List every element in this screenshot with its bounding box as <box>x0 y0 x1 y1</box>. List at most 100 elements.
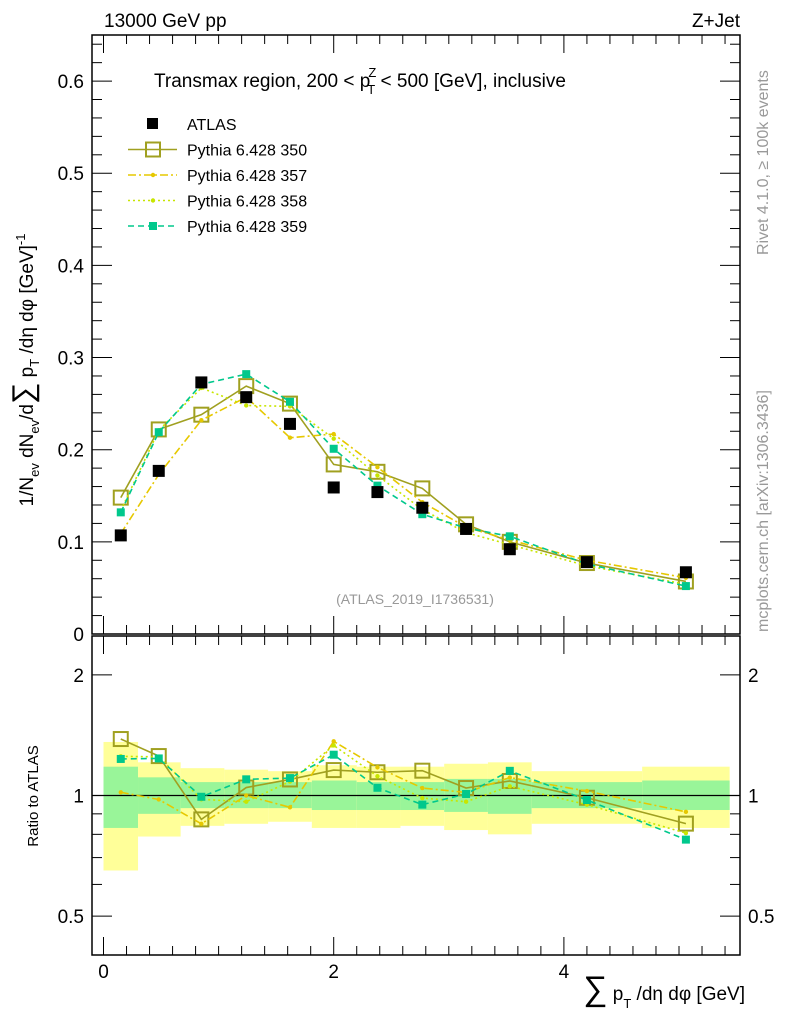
square-marker <box>462 789 471 798</box>
ratio-tick-label-right: 1 <box>748 787 759 808</box>
dot-marker <box>375 465 380 470</box>
open-square-marker <box>112 489 129 506</box>
data-point <box>240 391 253 404</box>
ratio-bands <box>103 741 730 871</box>
dot-marker <box>331 436 336 441</box>
square-marker <box>681 582 690 591</box>
data-point <box>679 566 692 579</box>
dot-marker <box>287 435 293 440</box>
dot-marker <box>375 473 380 478</box>
dot-marker <box>244 799 249 804</box>
open-square-marker <box>281 395 298 412</box>
header-right: Z+Jet <box>692 11 741 32</box>
ratio-tick-label-right: 0.5 <box>748 907 774 928</box>
open-square-marker <box>677 815 694 832</box>
square-marker <box>285 774 294 783</box>
ratio-tick-label-right: 2 <box>748 666 759 687</box>
y-tick-label: 0 <box>73 625 84 646</box>
data-point <box>195 376 208 389</box>
data-point <box>503 543 516 556</box>
dot-marker <box>244 403 249 408</box>
square-marker <box>149 222 157 230</box>
dot-marker <box>375 765 380 770</box>
dot-marker <box>150 198 156 203</box>
legend-label: Pythia 6.428 359 <box>187 219 307 236</box>
square-marker <box>329 750 338 759</box>
y-tick-label: 0.5 <box>58 164 84 185</box>
open-square-marker <box>325 762 342 779</box>
x-tick-label: 0 <box>98 962 109 983</box>
data-point <box>283 417 296 430</box>
dot-marker <box>156 797 161 802</box>
legend-label: ATLAS <box>187 117 237 134</box>
square-marker <box>505 532 514 541</box>
x-tick-label: 4 <box>559 962 570 983</box>
legend-marker <box>147 118 158 129</box>
dot-marker <box>118 790 123 795</box>
open-square-marker <box>578 555 595 572</box>
data-point <box>371 486 384 499</box>
dot-marker <box>420 785 425 791</box>
square-marker <box>681 835 690 844</box>
mcplots-label: mcplots.cern.ch [arXiv:1306.3436] <box>755 390 772 632</box>
square-marker <box>418 800 427 809</box>
square-marker <box>329 444 338 453</box>
axes: 0 0.1 0.2 0.3 0.4 0.5 0.6 0.5 0.5 1 1 2 2 0 2 4 <box>58 34 774 983</box>
dot-marker <box>287 805 293 810</box>
square-marker <box>582 796 591 805</box>
dot-marker <box>507 784 513 789</box>
dot-marker <box>584 788 590 794</box>
dot-marker <box>375 774 380 779</box>
open-square-marker <box>414 762 431 779</box>
dot-marker <box>331 743 336 748</box>
data-point <box>416 501 429 514</box>
dot-marker <box>199 418 204 423</box>
data-point <box>460 522 473 535</box>
dot-marker <box>507 775 513 780</box>
y-tick-label: 0.4 <box>58 256 85 277</box>
dot-marker <box>683 830 689 836</box>
y-tick-label: 0.2 <box>58 441 84 462</box>
square-marker <box>373 783 382 792</box>
dot-marker <box>683 809 689 815</box>
y-axis-label: 1/Nev dNev/d∑ pT /dη dφ [GeV]-1 <box>7 234 42 507</box>
open-square-marker <box>414 480 431 497</box>
dot-marker <box>244 793 249 798</box>
square-marker <box>373 481 382 490</box>
ratio-tick-label: 1 <box>73 787 84 808</box>
ratio-tick-label: 2 <box>73 666 84 687</box>
square-marker <box>116 508 125 517</box>
x-tick-label: 2 <box>328 962 339 983</box>
square-marker <box>197 792 206 801</box>
series-line <box>120 385 687 583</box>
data-point <box>580 556 593 569</box>
square-marker <box>242 370 251 379</box>
legend: ATLAS Pythia 6.428 350 Pythia 6.428 357 Pyt… <box>128 117 307 236</box>
data-point <box>152 464 165 477</box>
chart-title: Transmax region, 200 < pZ T < 500 [GeV], … <box>154 65 566 97</box>
open-square-marker <box>325 456 342 473</box>
legend-label: Pythia 6.428 357 <box>187 168 307 185</box>
square-marker <box>154 428 163 437</box>
ratio-y-label: Ratio to ATLAS <box>25 745 42 846</box>
series-pythia-6-428-357 <box>118 394 689 827</box>
legend-label: Pythia 6.428 358 <box>187 194 307 211</box>
y-tick-label: 0.3 <box>58 349 84 370</box>
header-left: 13000 GeV pp <box>104 11 227 32</box>
ratio-line <box>120 740 687 825</box>
series-line <box>120 387 687 586</box>
series-pythia-6-428-359 <box>116 370 690 844</box>
rivet-label: Rivet 4.1.0, ≥ 100k events <box>755 70 772 255</box>
square-marker <box>116 754 125 763</box>
square-marker <box>285 397 294 406</box>
ratio-tick-label: 0.5 <box>58 907 84 928</box>
series-atlas <box>114 376 692 579</box>
open-square-marker <box>145 141 161 158</box>
dot-marker <box>331 739 336 744</box>
legend-label: Pythia 6.428 350 <box>187 143 307 160</box>
square-marker <box>154 754 163 763</box>
series-layer <box>112 370 694 844</box>
data-point <box>327 481 340 494</box>
watermark: (ATLAS_2019_I1736531) <box>336 591 494 607</box>
